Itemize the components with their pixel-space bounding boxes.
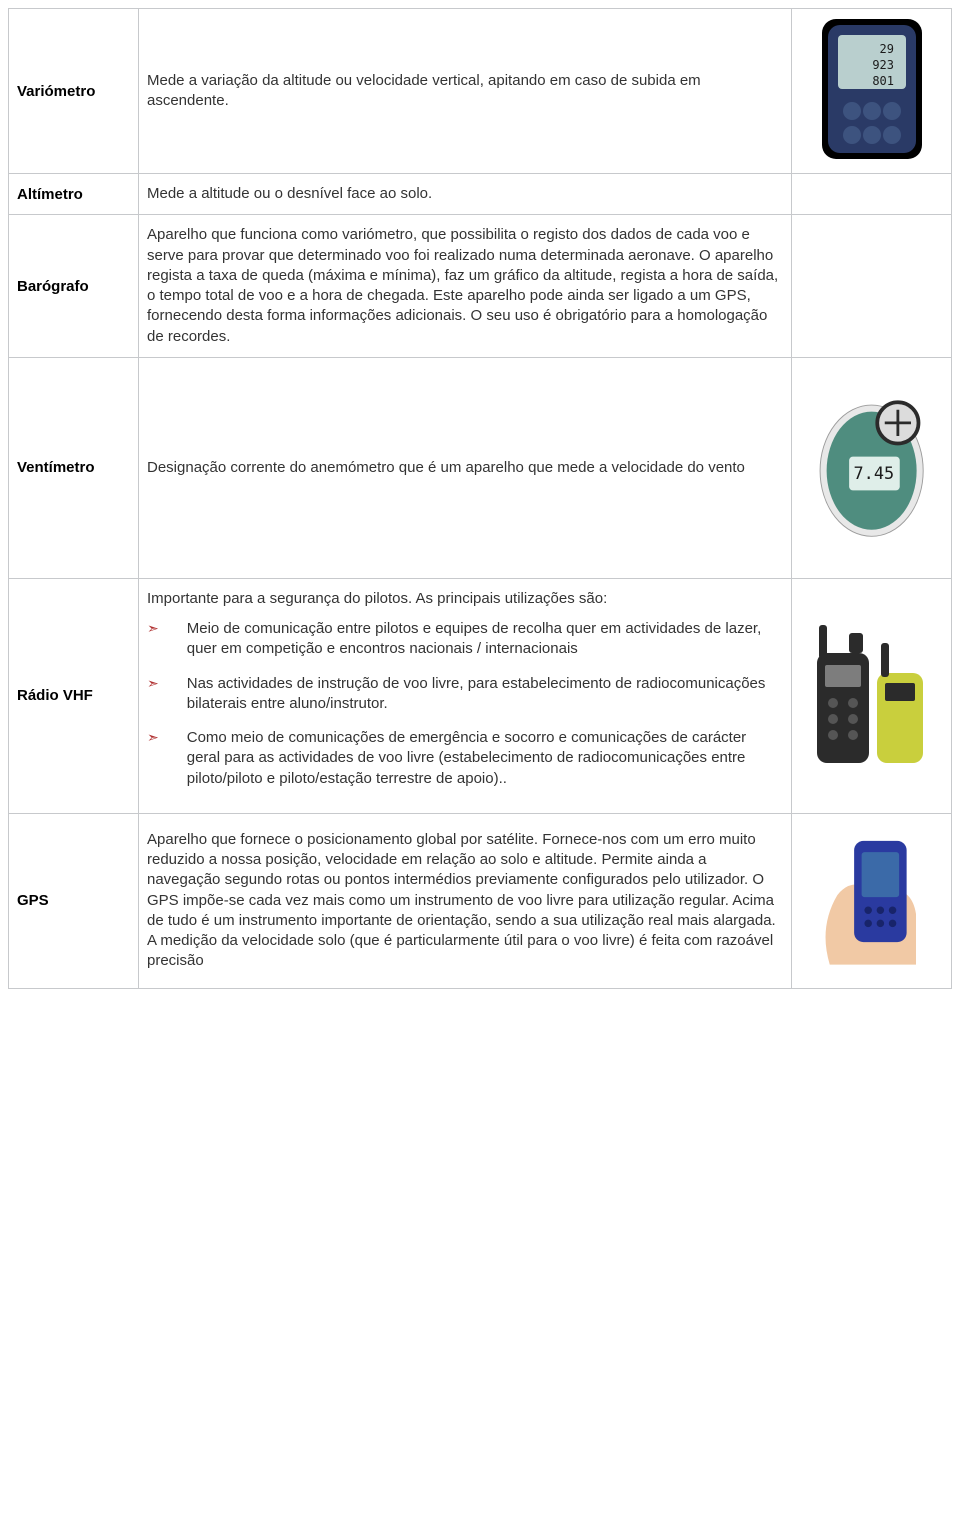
bullet-item: ➣ Nas actividades de instrução de voo liv… [147, 674, 783, 715]
bullet-item: ➣ Meio de comunicação entre pilotos e equ… [147, 619, 783, 660]
instrument-label: Barógrafo [9, 215, 139, 358]
instrument-label: GPS [9, 813, 139, 988]
instrument-image-cell [792, 174, 952, 215]
instrument-image-cell [792, 357, 952, 578]
row-vari-metro: VariómetroMede a variação da altitude ou… [9, 9, 952, 174]
instrument-label: Rádio VHF [9, 578, 139, 813]
instrument-description: Mede a altitude ou o desnível face ao so… [139, 174, 792, 215]
bullet-text: Como meio de comunicações de emergência … [187, 728, 783, 789]
instrument-description: Mede a variação da altitude ou velocidad… [139, 9, 792, 174]
instrument-description: Aparelho que funciona como variómetro, q… [139, 215, 792, 358]
bullet-text: Nas actividades de instrução de voo livr… [187, 674, 783, 715]
bullet-marker-icon: ➣ [147, 619, 159, 660]
instrument-label: Altímetro [9, 174, 139, 215]
bullet-item: ➣ Como meio de comunicações de emergência… [147, 728, 783, 789]
anemo-image [806, 391, 937, 541]
instrument-description: Importante para a segurança do pilotos. … [139, 578, 792, 813]
instrument-image-cell [792, 9, 952, 174]
radio-image [807, 619, 937, 769]
instrument-description: Aparelho que fornece o posicionamento gl… [139, 813, 792, 988]
row-gps: GPSAparelho que fornece o posicionamento… [9, 813, 952, 988]
row-bar-grafo: BarógrafoAparelho que funciona como vari… [9, 215, 952, 358]
description-intro: Importante para a segurança do pilotos. … [147, 589, 783, 609]
description-bullets: ➣ Meio de comunicação entre pilotos e equ… [147, 619, 783, 789]
instrument-description: Designação corrente do anemómetro que é … [139, 357, 792, 578]
instrument-image-cell [792, 578, 952, 813]
vario-image [822, 19, 922, 159]
gps-image [811, 824, 933, 974]
bullet-text: Meio de comunicação entre pilotos e equi… [187, 619, 783, 660]
instrument-image-cell [792, 215, 952, 358]
bullet-marker-icon: ➣ [147, 728, 159, 789]
row-vent-metro: VentímetroDesignação corrente do anemóme… [9, 357, 952, 578]
instrument-image-cell [792, 813, 952, 988]
bullet-marker-icon: ➣ [147, 674, 159, 715]
instruments-table: VariómetroMede a variação da altitude ou… [8, 8, 952, 989]
instrument-label: Ventímetro [9, 357, 139, 578]
row-r-dio-vhf: Rádio VHF Importante para a segurança do … [9, 578, 952, 813]
row-alt-metro: AltímetroMede a altitude ou o desnível f… [9, 174, 952, 215]
instrument-label: Variómetro [9, 9, 139, 174]
